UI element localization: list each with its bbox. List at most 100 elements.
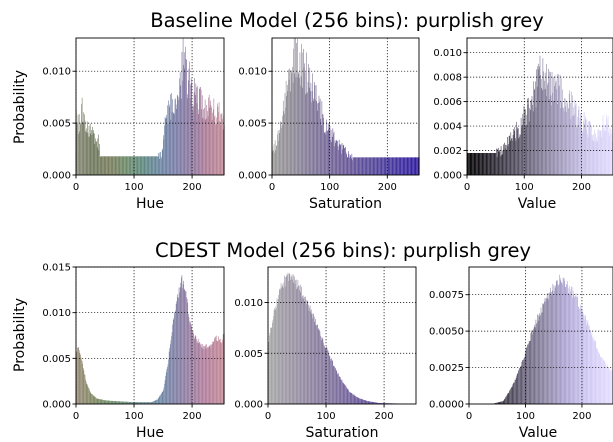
histogram-bar <box>596 137 597 175</box>
histogram-bar <box>551 72 553 175</box>
histogram-bar <box>140 156 142 175</box>
histogram-bar <box>507 393 509 404</box>
histogram-bar <box>522 360 524 404</box>
histogram-bar <box>356 396 357 404</box>
histogram-bar <box>152 401 154 404</box>
histogram-bar <box>156 399 158 404</box>
histogram-bar <box>315 85 317 175</box>
histogram-bar <box>609 369 610 404</box>
histogram-bar <box>77 348 78 404</box>
histogram-bar <box>408 157 410 175</box>
histogram-bar <box>118 156 119 175</box>
histogram-bar <box>172 319 174 404</box>
histogram-bar <box>563 111 565 175</box>
histogram-bar <box>363 399 364 404</box>
histogram-bar <box>156 156 158 175</box>
histogram-bar <box>291 73 293 175</box>
histogram-bar <box>304 63 305 175</box>
histogram-bar <box>126 156 128 175</box>
histogram-bar <box>581 308 582 404</box>
y-tick-label: 0.010 <box>433 48 462 59</box>
histogram-bar <box>210 100 211 175</box>
histogram-bar <box>520 134 521 175</box>
histogram-bar <box>520 365 522 404</box>
histogram-bar <box>319 331 321 404</box>
histogram-bar <box>318 328 320 404</box>
histogram-bar <box>606 118 608 175</box>
histogram-bar <box>116 401 117 404</box>
histogram-bar <box>181 51 183 175</box>
histogram-bar <box>535 107 537 175</box>
histogram-bar <box>607 366 609 404</box>
histogram-bar <box>82 112 84 175</box>
histogram-bar <box>192 330 194 404</box>
axes-frame <box>75 37 225 176</box>
histogram-bar <box>140 402 142 404</box>
baseline-value-panel: 0.000 0.002 0.004 0.006 0.008 0.010 0 100 200 Val… <box>433 37 613 212</box>
histogram-bar <box>579 118 581 175</box>
histogram-bar <box>357 157 359 175</box>
histogram-bar <box>590 122 591 175</box>
histogram-bar <box>339 377 341 404</box>
histogram-bar <box>80 357 82 404</box>
histogram-bar <box>177 297 179 404</box>
histogram-bar <box>131 156 133 175</box>
histogram-bar <box>571 91 572 175</box>
histogram-bar <box>304 301 306 404</box>
histogram-bar <box>610 371 612 404</box>
histogram-bar <box>176 294 178 404</box>
histogram-bar <box>172 99 173 175</box>
histogram-bar <box>332 361 334 404</box>
histogram-bar <box>303 296 305 404</box>
histogram-bar <box>309 67 311 175</box>
histogram-bar <box>151 156 153 175</box>
y-tick-label: 0.005 <box>42 119 71 130</box>
histogram-bar <box>501 154 503 175</box>
histogram-bar <box>273 310 275 404</box>
histogram-bar <box>417 157 418 175</box>
histogram-bar <box>221 342 223 404</box>
histogram-bar <box>382 157 384 175</box>
histogram-bar <box>168 100 169 175</box>
histogram-bar <box>532 111 534 175</box>
histogram-bar <box>368 401 370 404</box>
histogram-bar <box>350 158 352 175</box>
histogram-bar <box>321 337 323 404</box>
histogram-bar <box>154 400 156 404</box>
histogram-bar <box>102 156 104 175</box>
histogram-bar <box>320 337 322 404</box>
histogram-bar <box>178 97 180 175</box>
histogram-bar <box>97 138 99 175</box>
histogram-bar <box>103 400 105 404</box>
histogram-bar <box>468 152 470 175</box>
histogram-bar <box>481 152 482 175</box>
histogram-bar <box>142 402 144 404</box>
y-tick-label: 0.010 <box>234 298 263 309</box>
histogram-bar <box>80 354 81 404</box>
histogram-bar <box>470 152 472 175</box>
histogram-bar <box>205 105 207 175</box>
histogram-bar <box>120 156 122 175</box>
histogram-bar <box>365 400 367 404</box>
histogram-bar <box>366 157 368 175</box>
histogram-bar <box>369 157 371 175</box>
histogram-bar <box>150 402 151 404</box>
histogram-bar <box>107 156 108 175</box>
histogram-bar <box>581 312 583 404</box>
histogram-bar <box>610 128 612 175</box>
histogram-bar <box>349 157 350 175</box>
histogram-bar <box>486 152 488 175</box>
histogram-bar <box>132 156 133 175</box>
histogram-bar <box>552 77 554 175</box>
histogram-bar <box>606 366 607 404</box>
row2-title: CDEST Model (256 bins): purplish grey <box>155 239 531 262</box>
histogram-bar <box>331 359 333 404</box>
histogram-bar <box>277 299 279 404</box>
histogram-bar <box>164 380 166 404</box>
histogram-bar <box>89 136 90 175</box>
histogram-bar <box>556 280 558 404</box>
histogram-bar <box>110 156 111 175</box>
histogram-bar <box>592 338 593 404</box>
y-tick-label: 0.005 <box>234 349 263 360</box>
histogram-bar <box>174 314 176 404</box>
